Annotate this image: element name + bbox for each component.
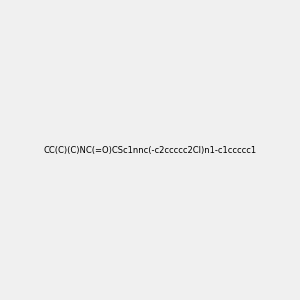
Text: CC(C)(C)NC(=O)CSc1nnc(-c2ccccc2Cl)n1-c1ccccc1: CC(C)(C)NC(=O)CSc1nnc(-c2ccccc2Cl)n1-c1c… (44, 146, 256, 154)
